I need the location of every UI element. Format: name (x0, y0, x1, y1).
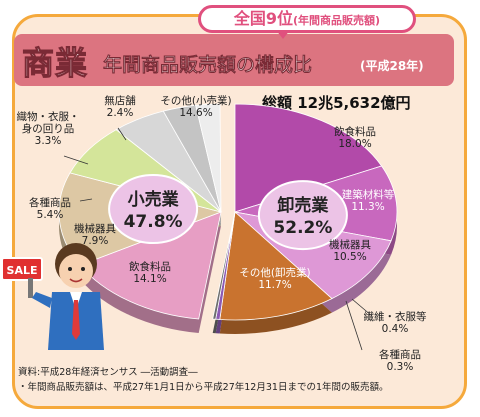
slice-value-wholesale-3: 11.7% (258, 279, 291, 291)
total-amount: 総額 12兆5,632億円 (262, 94, 411, 112)
slice-value-wholesale-1: 11.3% (351, 201, 384, 213)
slice-label-retail-2: 機械器具 (74, 222, 116, 235)
group-value-retail: 47.8% (124, 212, 183, 232)
leader-line-wholesale-5 (345, 300, 363, 351)
source-note: 資料:平成28年経済センサス ―活動調査― (18, 367, 198, 378)
slice-label-wholesale-0: 飲食料品 (334, 125, 376, 138)
group-label-retail: 小売業 (128, 189, 179, 210)
slice-label-retail-5: 無店舗 (104, 94, 136, 107)
group-label-wholesale: 卸売業 (277, 195, 328, 216)
leader-line-retail-5 (117, 127, 127, 141)
rank-badge: 全国9位(年間商品販売額) (198, 5, 416, 33)
group-value-wholesale: 52.2% (273, 218, 332, 238)
slice-value-retail-1: 14.1% (133, 273, 166, 285)
period-note: ・年間商品販売額は、平成27年1月1日から平成27年12月31日までの1年間の販… (18, 382, 389, 393)
slice-wholesale-3 (219, 211, 333, 321)
slice-label-retail-0: その他(小売業) (160, 94, 231, 107)
slice-value-wholesale-5: 0.3% (387, 361, 414, 373)
slice-value-wholesale-2: 10.5% (333, 251, 366, 263)
slice-wholesale-0 (234, 103, 383, 213)
badge-tail-icon (276, 30, 290, 39)
slice-label-wholesale-4: 繊維・衣服等 (364, 310, 427, 323)
salesman-illustration: SALE (1, 243, 104, 350)
rank-badge-main: 全国9位 (233, 9, 294, 28)
sale-sign-text: SALE (7, 264, 38, 277)
leader-line-retail-4 (63, 155, 89, 165)
group-disc-wholesale (257, 180, 348, 251)
slice-label-retail-3: 各種商品 (29, 196, 71, 209)
slice-value-wholesale-0: 18.0% (338, 138, 371, 150)
slice-retail-5 (195, 103, 222, 213)
slice-value-wholesale-4: 0.4% (382, 323, 409, 335)
leader-line-retail-3 (79, 198, 93, 202)
sale-sign-stick (28, 278, 33, 298)
salesman-tie (72, 300, 80, 340)
salesman-eye-right (81, 267, 85, 271)
chart-year: (平成28年) (360, 59, 424, 73)
salesman-arm (32, 292, 52, 308)
slice-label-wholesale-2: 機械器具 (329, 238, 371, 251)
slice-wholesale-5 (212, 211, 236, 320)
slice-value-retail-4: 3.3% (35, 135, 62, 147)
chart-title: 年間商品販売額の構成比 (103, 54, 313, 76)
slice-label-wholesale-5: 各種商品 (379, 348, 421, 361)
slice-value-retail-3: 5.4% (37, 209, 64, 221)
slice-label-retail-1: 飲食料品 (129, 260, 171, 273)
title-bar (14, 34, 454, 86)
slice-label-retail-4-0: 織物・衣服・ (17, 110, 80, 123)
slice-value-retail-0: 14.6% (179, 107, 212, 119)
salesman-smile (69, 278, 83, 283)
group-disc-retail (108, 174, 199, 244)
slice-label-wholesale-1: 建築材料等 (342, 188, 395, 201)
salesman-face (59, 254, 93, 288)
page-title: 商業 (21, 44, 89, 83)
leader-line-wholesale-4 (351, 298, 373, 317)
rank-badge-sub: (年間商品販売額) (293, 14, 381, 27)
sale-sign (1, 257, 43, 281)
slice-value-retail-2: 7.9% (82, 235, 109, 247)
slice-label-wholesale-3: その他(卸売業) (239, 266, 310, 279)
salesman-eye-left (68, 267, 72, 271)
slice-label-retail-4-1: 身の回り品 (22, 122, 75, 135)
slice-value-retail-5: 2.4% (107, 107, 134, 119)
